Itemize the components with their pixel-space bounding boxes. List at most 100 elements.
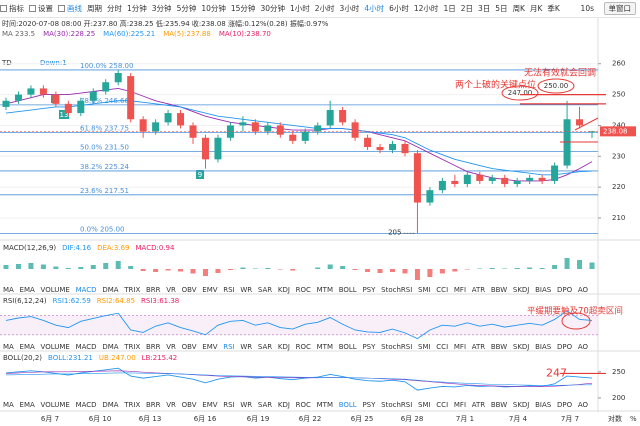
period-button[interactable]: 3日 bbox=[478, 4, 491, 13]
indicator-tab[interactable]: OBV bbox=[182, 286, 197, 294]
indicator-tab[interactable]: PSY bbox=[362, 286, 376, 294]
indicator-tab[interactable]: ATR bbox=[472, 401, 486, 409]
period-button[interactable]: 月K bbox=[529, 4, 543, 13]
indicator-tab[interactable]: SMI bbox=[418, 286, 431, 294]
indicator-tab[interactable]: SAR bbox=[258, 343, 272, 351]
period-button[interactable]: 1日 bbox=[443, 4, 456, 13]
indicator-tab[interactable]: BOLL bbox=[339, 401, 357, 409]
indicator-tab[interactable]: SMI bbox=[418, 401, 431, 409]
period-button[interactable]: 15分钟 bbox=[230, 4, 256, 13]
indicator-tab[interactable]: MFI bbox=[454, 343, 466, 351]
indicator-tab[interactable]: VOLUME bbox=[41, 343, 70, 351]
indicator-tab[interactable]: MACD bbox=[76, 286, 97, 294]
indicator-tab[interactable]: SMI bbox=[418, 343, 431, 351]
indicator-tab[interactable]: MTM bbox=[317, 286, 333, 294]
period-button[interactable]: 6小时 bbox=[389, 4, 409, 13]
period-button[interactable]: 3分钟 bbox=[151, 4, 172, 13]
indicator-tab[interactable]: OBV bbox=[182, 343, 197, 351]
indicator-tab[interactable]: WR bbox=[240, 343, 252, 351]
indicator-tab[interactable]: BRR bbox=[146, 401, 161, 409]
indicator-tab[interactable]: StochRSI bbox=[381, 286, 412, 294]
indicator-tab[interactable]: ROC bbox=[296, 343, 311, 351]
indicator-tab[interactable]: WR bbox=[240, 401, 252, 409]
indicator-tab[interactable]: DMA bbox=[102, 343, 118, 351]
period-button[interactable]: 2日 bbox=[460, 4, 473, 13]
indicator-tab[interactable]: KDJ bbox=[278, 286, 290, 294]
indicator-tab[interactable]: KDJ bbox=[278, 401, 290, 409]
indicator-tab[interactable]: ATR bbox=[472, 343, 486, 351]
indicator-tab[interactable]: TRIX bbox=[123, 343, 140, 351]
indicator-tab[interactable]: VOLUME bbox=[41, 401, 70, 409]
period-button[interactable]: 30分钟 bbox=[260, 4, 285, 13]
indicator-tab[interactable]: EMA bbox=[20, 401, 35, 409]
indicator-tab[interactable]: MFI bbox=[454, 286, 466, 294]
period-button[interactable]: 1分钟 bbox=[127, 4, 147, 13]
indicator-tab[interactable]: VOLUME bbox=[41, 286, 70, 294]
indicator-tab[interactable]: BOLL bbox=[339, 286, 357, 294]
indicator-tab[interactable]: PSY bbox=[362, 343, 376, 351]
period-button[interactable]: 5分钟 bbox=[176, 4, 197, 13]
indicator-tab[interactable]: EMV bbox=[202, 343, 217, 351]
indicator-tab[interactable]: StochRSI bbox=[381, 401, 412, 409]
indicator-tab[interactable]: EMA bbox=[20, 286, 35, 294]
indicator-tab[interactable]: BIAS bbox=[535, 286, 552, 294]
indicator-tab[interactable]: DPO bbox=[557, 401, 573, 409]
indicator-tab[interactable]: DMA bbox=[102, 286, 118, 294]
indicator-tab[interactable]: MACD bbox=[76, 343, 97, 351]
indicator-tab[interactable]: RSI bbox=[223, 286, 234, 294]
indicator-tab[interactable]: CCI bbox=[436, 286, 448, 294]
indicator-tab[interactable]: KDJ bbox=[278, 343, 290, 351]
period-button[interactable]: 周K bbox=[512, 4, 525, 13]
indicator-tab[interactable]: DPO bbox=[557, 343, 573, 351]
indicator-tab[interactable]: SKDJ bbox=[513, 286, 530, 294]
refresh[interactable]: 10s bbox=[580, 4, 594, 13]
period-button[interactable]: 2小时 bbox=[314, 4, 335, 13]
indicator-tab[interactable]: VR bbox=[166, 286, 176, 294]
period-button[interactable]: 5日 bbox=[495, 4, 508, 13]
period-button[interactable]: 3小时 bbox=[339, 4, 360, 13]
indicator-tab[interactable]: BIAS bbox=[535, 401, 552, 409]
indicator-tab[interactable]: AO bbox=[578, 343, 589, 351]
axis-option[interactable]: % bbox=[630, 415, 637, 423]
indicator-tab[interactable]: VR bbox=[166, 343, 176, 351]
tool-button[interactable]: 设置 bbox=[38, 4, 53, 13]
indicator-tab[interactable]: RSI bbox=[223, 343, 234, 351]
indicator-tab[interactable]: MA bbox=[3, 343, 14, 351]
period-button[interactable]: 1小时 bbox=[289, 4, 310, 13]
period-button[interactable]: 季K bbox=[547, 4, 560, 13]
indicator-tab[interactable]: BOLL bbox=[339, 343, 357, 351]
indicator-tab[interactable]: MA bbox=[3, 286, 14, 294]
indicator-tab[interactable]: BBW bbox=[491, 401, 507, 409]
indicator-tab[interactable]: MTM bbox=[317, 343, 333, 351]
indicator-tab[interactable]: EMV bbox=[202, 286, 217, 294]
indicator-tab[interactable]: BIAS bbox=[535, 343, 552, 351]
indicator-tab[interactable]: DMA bbox=[102, 401, 118, 409]
indicator-tab[interactable]: OBV bbox=[182, 401, 197, 409]
indicator-tab[interactable]: SKDJ bbox=[513, 401, 530, 409]
tool-button[interactable]: 画线 bbox=[67, 4, 82, 13]
period-button[interactable]: 12小时 bbox=[413, 4, 439, 13]
indicator-tab[interactable]: StochRSI bbox=[381, 343, 412, 351]
indicator-tab[interactable]: VR bbox=[166, 401, 176, 409]
indicator-tab[interactable]: ROC bbox=[296, 401, 311, 409]
indicator-tab[interactable]: CCI bbox=[436, 343, 448, 351]
indicator-tab[interactable]: BRR bbox=[146, 343, 161, 351]
indicator-tab[interactable]: ATR bbox=[472, 286, 486, 294]
period-button[interactable]: 分时 bbox=[107, 4, 122, 13]
indicator-tab[interactable]: WR bbox=[240, 286, 252, 294]
indicator-tab[interactable]: RSI bbox=[223, 401, 234, 409]
window-button[interactable]: 单窗口 bbox=[603, 2, 636, 15]
indicator-tab[interactable]: BBW bbox=[491, 343, 507, 351]
period-button[interactable]: 10分钟 bbox=[201, 4, 226, 13]
indicator-tab[interactable]: TRIX bbox=[123, 286, 140, 294]
indicator-tab[interactable]: MACD bbox=[76, 401, 97, 409]
indicator-tab[interactable]: EMV bbox=[202, 401, 217, 409]
indicator-tab[interactable]: MTM bbox=[317, 401, 333, 409]
indicator-tab[interactable]: AO bbox=[578, 401, 589, 409]
indicator-tab[interactable]: DPO bbox=[557, 286, 573, 294]
indicator-tab[interactable]: PSY bbox=[362, 401, 376, 409]
indicator-tab[interactable]: AO bbox=[578, 286, 589, 294]
indicator-tab[interactable]: ROC bbox=[296, 286, 311, 294]
indicator-tab[interactable]: BRR bbox=[146, 286, 161, 294]
axis-option[interactable]: 对数 bbox=[608, 414, 622, 423]
